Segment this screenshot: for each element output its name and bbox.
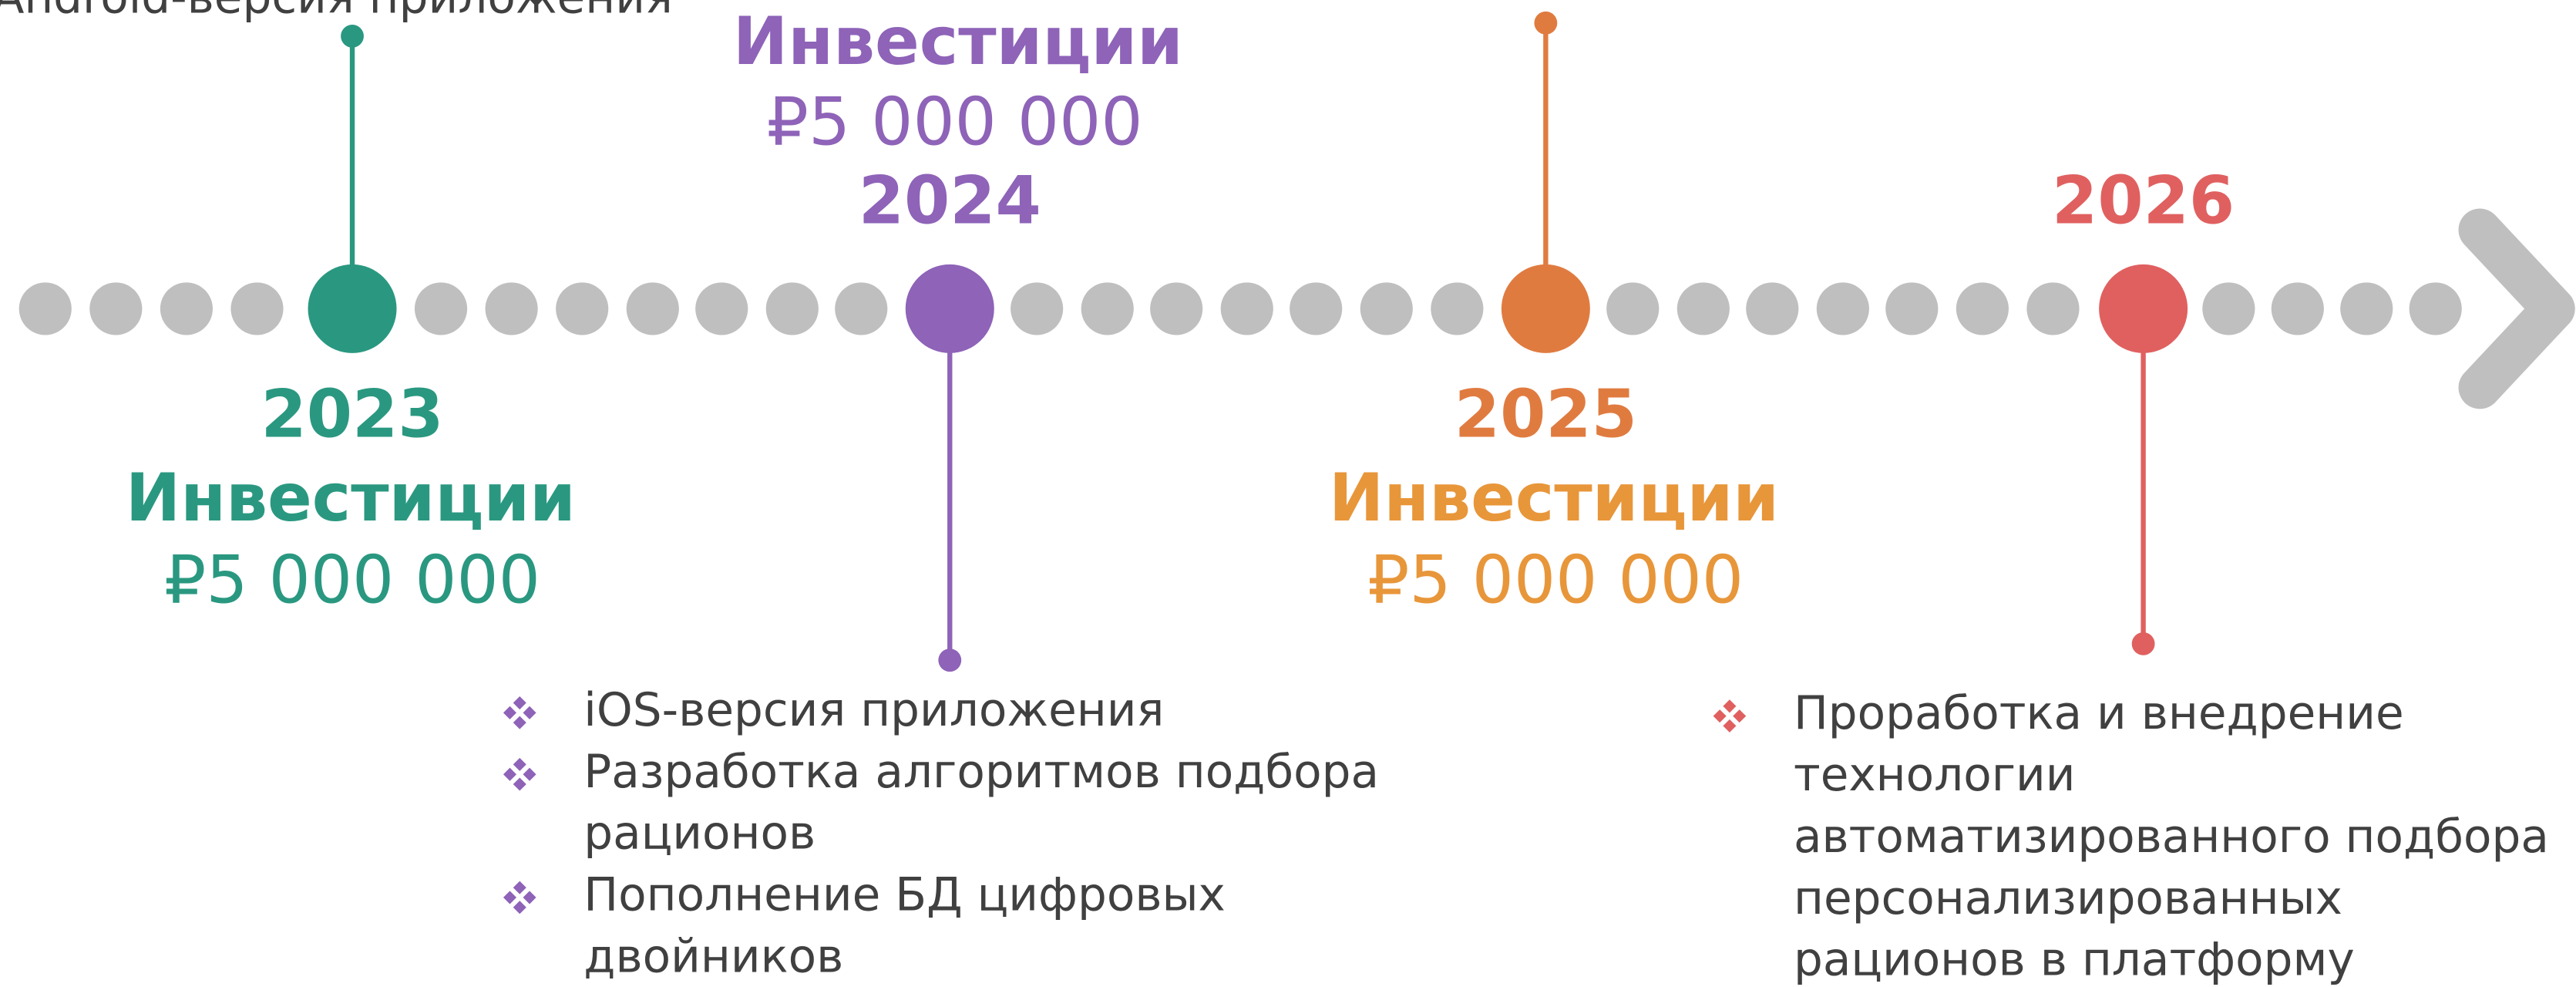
item-text: персонализированных: [1794, 872, 2342, 925]
timeline-dot: [2340, 282, 2393, 335]
stem-end: [1534, 11, 1558, 35]
timeline-dot: [1290, 282, 1343, 335]
bullet-icon: [513, 696, 526, 710]
timeline-dot: [695, 282, 748, 335]
timeline-dot: [160, 282, 213, 335]
stem-end: [938, 648, 962, 672]
bullet-icon: [1723, 699, 1737, 713]
timeline-dot: [414, 282, 468, 335]
timeline-dot: [230, 282, 284, 335]
investment-label: Инвестиции: [1329, 460, 1779, 537]
bullet-icon: [1713, 709, 1727, 723]
timeline-dot: [2202, 282, 2255, 335]
stem-end: [2131, 632, 2155, 655]
timeline-dot: [765, 282, 819, 335]
milestone: [2099, 264, 2188, 353]
bullet-icon: [523, 767, 536, 781]
item-text: Проработка и внедрение: [1794, 687, 2404, 740]
year: 2023: [261, 377, 443, 453]
timeline-dot: [2026, 282, 2080, 335]
milestone: [308, 264, 397, 353]
bullet-icon: [513, 901, 526, 915]
bullet-icon: [1733, 709, 1747, 723]
milestone: [1501, 264, 1590, 353]
bullet-icon: [513, 881, 526, 894]
year: 2026: [2052, 163, 2235, 240]
bullet-icon: [523, 706, 536, 719]
timeline-dot: [1011, 282, 1064, 335]
item-text: рационов: [583, 807, 816, 861]
stem-end: [341, 24, 364, 48]
item-text: Android-версия приложения: [0, 0, 673, 25]
item-text: технологии: [1794, 749, 2076, 802]
timeline-dot: [1360, 282, 1413, 335]
investment-amount: ₽5 000 000: [767, 84, 1143, 160]
bullet-icon: [503, 767, 517, 781]
item-text: рационов в платформу: [1794, 934, 2355, 987]
timeline-dot: [1676, 282, 1730, 335]
investment-label: Инвестиции: [126, 460, 576, 537]
timeline-dot: [1816, 282, 1869, 335]
bullet-icon: [513, 777, 526, 791]
item-text: iOS-версия приложения: [583, 684, 1164, 737]
timeline-dot: [1746, 282, 1799, 335]
timeline-dot: [2271, 282, 2324, 335]
item-text: автоматизированного подбора: [1794, 810, 2549, 864]
timeline-dot: [485, 282, 538, 335]
timeline-dot: [1956, 282, 2009, 335]
timeline-dot: [626, 282, 679, 335]
investment-amount: ₽5 000 000: [1367, 543, 1744, 619]
investment-amount: ₽5 000 000: [164, 543, 540, 619]
timeline-dot: [556, 282, 609, 335]
investment-label: Инвестиции: [733, 4, 1183, 80]
timeline-dot: [1081, 282, 1134, 335]
bullet-icon: [513, 716, 526, 729]
timeline-dot: [835, 282, 888, 335]
milestone: [905, 264, 994, 353]
bullet-icon: [503, 891, 517, 904]
item-text: Разработка алгоритмов подбора: [583, 746, 1379, 799]
timeline-dot: [1606, 282, 1660, 335]
timeline-dot: [1220, 282, 1273, 335]
item-text: Пополнение БД цифровых: [583, 869, 1226, 922]
bullet-icon: [1723, 719, 1737, 733]
bullet-icon: [523, 891, 536, 904]
timeline-dot: [2409, 282, 2462, 335]
year: 2025: [1454, 377, 1637, 453]
timeline-dot: [1885, 282, 1939, 335]
timeline-dot: [18, 282, 72, 335]
item-text: двойников: [583, 930, 843, 983]
timeline-dot: [1150, 282, 1203, 335]
timeline-dot: [1431, 282, 1484, 335]
timeline-dot: [89, 282, 143, 335]
arrow-head: [2458, 208, 2575, 409]
bullet-icon: [513, 757, 526, 771]
year: 2024: [859, 163, 1041, 240]
bullet-icon: [503, 706, 517, 719]
